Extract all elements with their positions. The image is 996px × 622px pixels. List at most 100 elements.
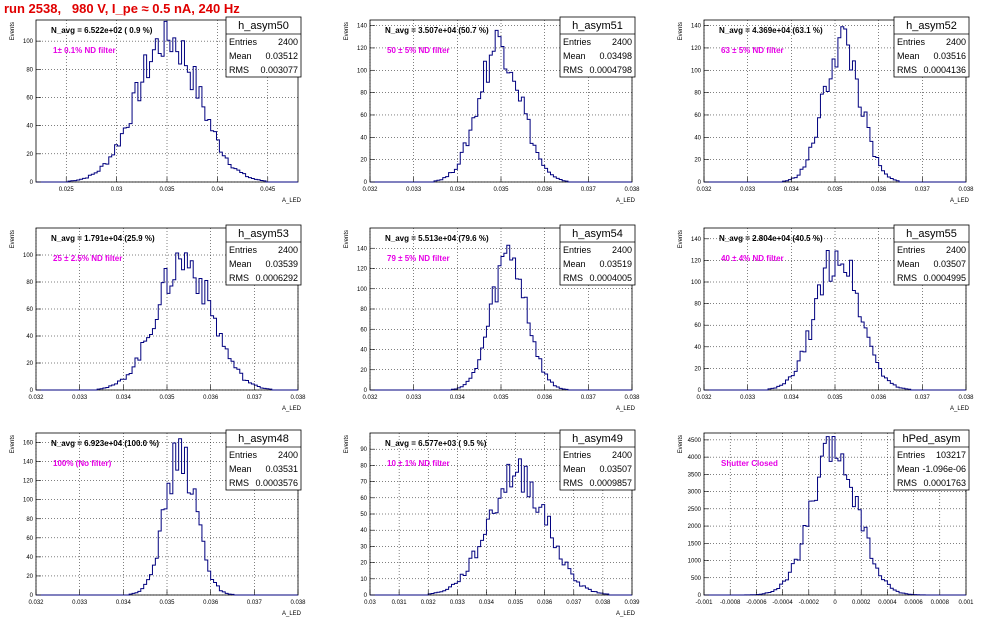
x-tick-label: 0.001 — [958, 600, 974, 606]
y-tick-label: 3000 — [688, 490, 702, 496]
histogram-name: h_asym51 — [572, 20, 623, 32]
stats-rms-value: 0.0004995 — [923, 273, 966, 283]
stats-rms-value: 0.0009857 — [589, 478, 632, 488]
y-tick-label: 0 — [364, 593, 368, 599]
y-tick-label: 4500 — [688, 438, 702, 444]
y-tick-label: 60 — [360, 113, 367, 119]
x-tick-label: 0.0006 — [904, 600, 923, 606]
x-axis-label: A_LED — [282, 198, 302, 204]
stats-rms-label: RMS — [897, 273, 917, 283]
y-tick-label: 100 — [23, 253, 34, 259]
x-tick-label: 0.034 — [116, 600, 132, 606]
stats-box — [893, 16, 970, 78]
y-axis-label: Events — [344, 22, 350, 40]
histogram-panel-h_asym48: 0.032 0.033 0.034 0.035 0.036 0.037 0.038 0 20 40… — [10, 429, 306, 617]
filter-label: 10 ± 1% ND filter — [387, 459, 450, 468]
x-tick-label: 0.038 — [958, 187, 974, 193]
x-tick-label: 0.037 — [915, 187, 931, 193]
histogram-panel-hPed_asym: -0.001 -0.0008 -0.0006 -0.0004 -0.0002 0 0.000… — [678, 429, 974, 606]
x-tick-label: 0.035 — [159, 395, 175, 401]
y-tick-label: 60 — [26, 95, 33, 101]
x-tick-label: 0.037 — [581, 187, 597, 193]
x-tick-label: 0.039 — [624, 600, 640, 606]
y-tick-label: 0 — [364, 388, 368, 394]
y-tick-label: 2500 — [688, 507, 702, 513]
y-tick-label: 20 — [26, 574, 33, 580]
histogram-panel-h_asym55: 0.032 0.033 0.034 0.035 0.036 0.037 0.038 0 20 40… — [678, 224, 974, 412]
x-tick-label: 0.036 — [537, 395, 553, 401]
y-tick-label: 40 — [694, 135, 701, 141]
x-tick-label: 0.034 — [450, 395, 466, 401]
stats-mean-label: Mean — [229, 259, 252, 269]
y-tick-label: 80 — [360, 91, 367, 97]
navg-label: N_avg = 5.513e+04 (79.6 %) — [385, 234, 489, 243]
x-tick-label: 0.045 — [260, 187, 276, 193]
x-tick-label: 0.036 — [871, 187, 887, 193]
y-tick-label: 100 — [23, 498, 34, 504]
y-tick-label: 140 — [691, 24, 702, 30]
y-tick-label: 20 — [694, 158, 701, 164]
x-tick-label: 0.035 — [159, 187, 175, 193]
y-tick-label: 20 — [694, 366, 701, 372]
stats-mean-value: -1.096e-06 — [922, 464, 966, 474]
y-tick-label: 20 — [26, 361, 33, 367]
y-tick-label: 40 — [26, 555, 33, 561]
stats-entries-label: Entries — [229, 37, 258, 47]
x-tick-label: 0.036 — [203, 395, 219, 401]
x-tick-label: 0.033 — [406, 395, 422, 401]
y-tick-label: 40 — [26, 334, 33, 340]
y-tick-label: 100 — [357, 287, 368, 293]
stats-mean-label: Mean — [897, 259, 920, 269]
stats-mean-label: Mean — [897, 464, 920, 474]
x-tick-label: 0.035 — [493, 395, 509, 401]
stats-entries-label: Entries — [563, 450, 592, 460]
stats-mean-label: Mean — [563, 464, 586, 474]
x-tick-label: 0.038 — [624, 395, 640, 401]
stats-entries-label: Entries — [563, 37, 592, 47]
stats-mean-value: 0.03507 — [933, 259, 966, 269]
histogram-line — [370, 29, 632, 183]
y-tick-label: 100 — [23, 39, 34, 45]
y-tick-label: 80 — [26, 280, 33, 286]
stats-mean-value: 0.03516 — [933, 51, 966, 61]
x-tick-label: 0.033 — [740, 395, 756, 401]
stats-entries-value: 2400 — [278, 450, 298, 460]
x-tick-label: 0.034 — [450, 187, 466, 193]
x-tick-label: 0.032 — [362, 395, 378, 401]
y-tick-label: 40 — [360, 528, 367, 534]
histogram-name: h_asym49 — [572, 433, 623, 445]
y-tick-label: 90 — [360, 447, 367, 453]
histogram-name: h_asym53 — [238, 228, 289, 240]
y-tick-label: 60 — [26, 536, 33, 542]
stats-rms-value: 0.003077 — [260, 65, 298, 75]
x-axis-label: A_LED — [950, 406, 970, 412]
stats-box — [893, 224, 970, 286]
x-tick-label: 0.038 — [595, 600, 611, 606]
y-tick-label: 60 — [360, 327, 367, 333]
x-tick-label: 0.032 — [696, 187, 712, 193]
y-axis-label: Events — [678, 435, 684, 453]
x-tick-label: 0.038 — [290, 600, 306, 606]
navg-label: N_avg = 1.791e+04 (25.9 %) — [51, 234, 155, 243]
y-tick-label: 80 — [26, 67, 33, 73]
y-axis-label: Events — [344, 435, 350, 453]
histogram-panel-h_asym52: 0.032 0.033 0.034 0.035 0.036 0.037 0.038 0 20 40… — [678, 16, 974, 204]
stats-rms-value: 0.0006292 — [255, 273, 298, 283]
stats-rms-value: 0.0001763 — [923, 478, 966, 488]
y-tick-label: 20 — [26, 152, 33, 158]
x-tick-label: 0.0008 — [931, 600, 950, 606]
y-tick-label: 60 — [694, 113, 701, 119]
stats-entries-value: 2400 — [612, 450, 632, 460]
stats-entries-value: 2400 — [278, 37, 298, 47]
y-tick-label: 70 — [360, 480, 367, 486]
x-tick-label: 0.032 — [28, 395, 44, 401]
y-tick-label: 500 — [691, 576, 702, 582]
stats-rms-label: RMS — [563, 65, 583, 75]
y-tick-label: 20 — [360, 158, 367, 164]
x-tick-label: 0.031 — [392, 600, 408, 606]
navg-label: N_avg = 2.804e+04 (40.5 %) — [719, 234, 823, 243]
y-tick-label: 120 — [691, 46, 702, 52]
x-tick-label: 0.034 — [479, 600, 495, 606]
stats-entries-label: Entries — [897, 450, 926, 460]
stats-entries-label: Entries — [229, 245, 258, 255]
